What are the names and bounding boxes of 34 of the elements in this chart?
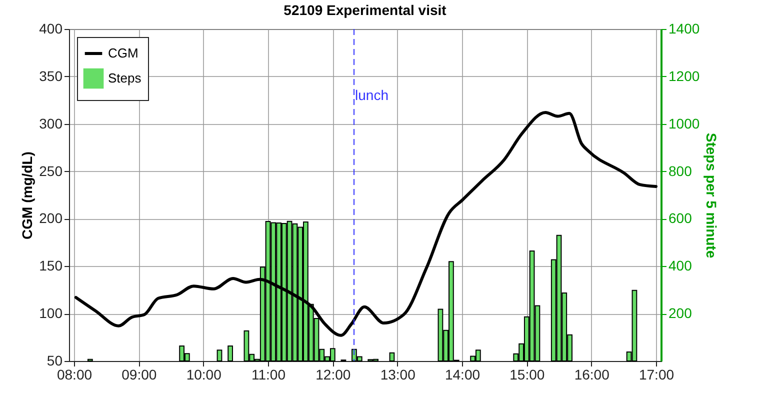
legend-label: Steps [108, 70, 142, 86]
y-tick-label: 100 [39, 305, 63, 322]
y2-tick-label: 1200 [668, 68, 700, 84]
y2-tick-label: 1400 [668, 20, 700, 36]
bar [228, 346, 233, 362]
bar [216, 350, 222, 362]
y-tick-label: 150 [39, 258, 63, 274]
y-tick-label: 400 [39, 20, 63, 36]
y2-tick-label: 600 [668, 210, 692, 226]
y-tick-label: 200 [39, 210, 63, 226]
y2-axis-title: Steps per 5 minute [704, 132, 720, 258]
y-tick-label: 50 [46, 352, 63, 368]
x-tick-label: 09:00 [122, 366, 157, 382]
y-tick-label: 250 [39, 162, 63, 179]
bar [389, 352, 395, 362]
x-tick-label: 16:00 [574, 366, 610, 382]
y2-tick-label: 200 [668, 305, 692, 322]
ref-line-label: lunch [355, 87, 388, 103]
x-tick-label: 17:00 [638, 366, 674, 382]
legend-label: CGM [108, 46, 138, 60]
y-axis-title: CGM (mg/dL) [19, 152, 36, 240]
y-tick-label: 300 [39, 115, 63, 132]
y2-tick-label: 1000 [668, 115, 700, 132]
x-tick-label: 15:00 [510, 366, 545, 382]
chart-title: 52109 Experimental visit [284, 2, 447, 18]
x-tick-label: 13:00 [380, 366, 416, 382]
x-tick-label: 12:00 [316, 366, 351, 382]
x-tick-label: 11:00 [252, 366, 286, 382]
y-tick-label: 350 [39, 68, 63, 84]
x-tick-label: 14:00 [444, 366, 480, 382]
x-tick-label: 10:00 [186, 366, 222, 382]
y2-tick-label: 400 [668, 258, 692, 274]
y2-tick-label: 800 [668, 162, 692, 179]
x-tick-label: 08:00 [56, 366, 92, 382]
